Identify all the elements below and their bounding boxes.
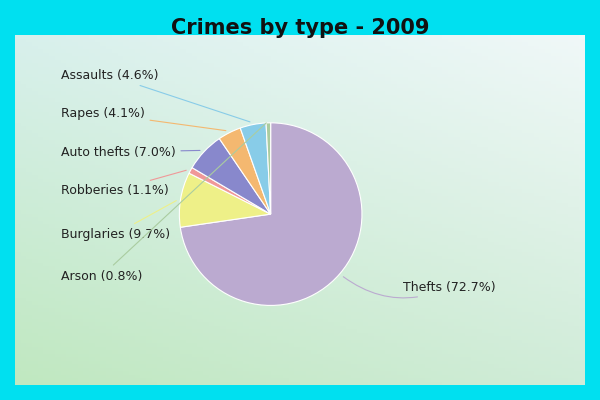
Text: Crimes by type - 2009: Crimes by type - 2009: [171, 18, 429, 38]
Wedge shape: [180, 123, 362, 306]
Wedge shape: [240, 123, 271, 214]
Text: Thefts (72.7%): Thefts (72.7%): [343, 277, 496, 298]
Wedge shape: [266, 123, 271, 214]
Wedge shape: [179, 173, 271, 227]
Wedge shape: [189, 168, 271, 214]
Wedge shape: [192, 139, 271, 214]
Text: Rapes (4.1%): Rapes (4.1%): [61, 107, 226, 131]
Text: Auto thefts (7.0%): Auto thefts (7.0%): [61, 146, 200, 158]
Text: Arson (0.8%): Arson (0.8%): [61, 123, 266, 283]
Text: Burglaries (9.7%): Burglaries (9.7%): [61, 201, 176, 241]
Text: Robberies (1.1%): Robberies (1.1%): [61, 170, 186, 197]
Text: Assaults (4.6%): Assaults (4.6%): [61, 69, 250, 122]
Wedge shape: [220, 128, 271, 214]
